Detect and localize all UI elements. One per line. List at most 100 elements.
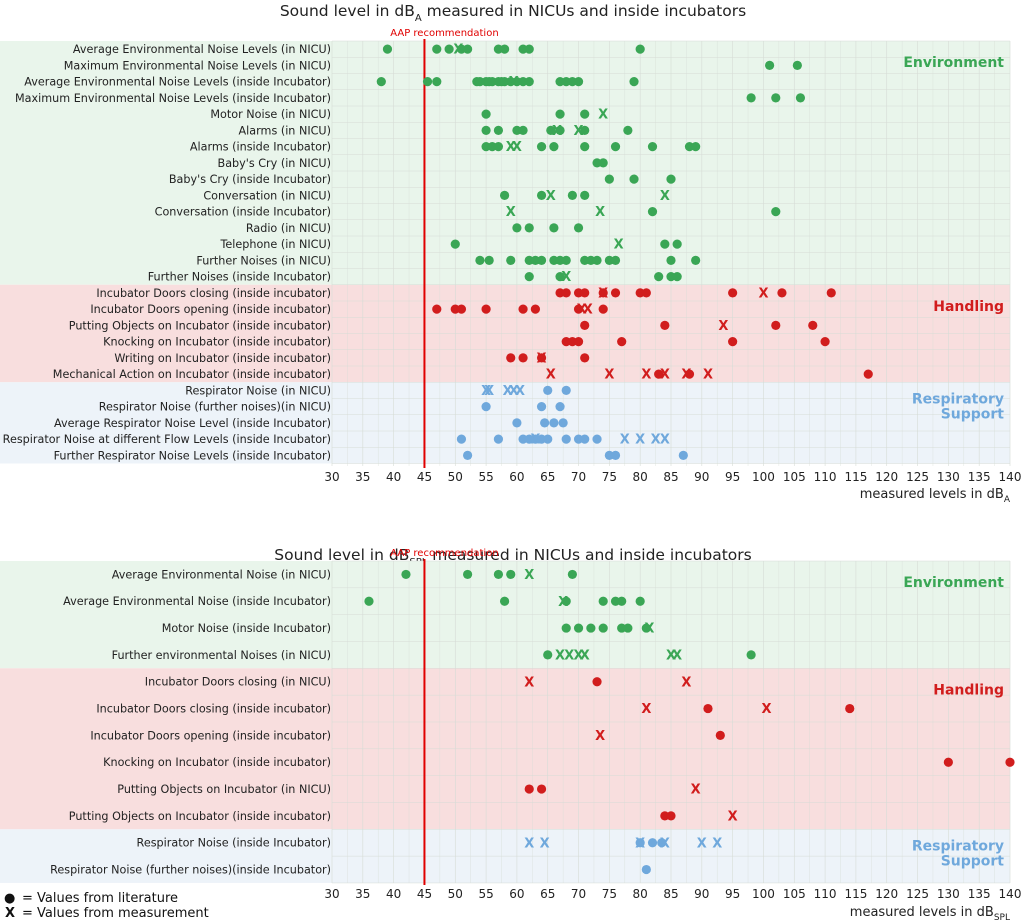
grid-lines bbox=[331, 40, 1011, 466]
x-axis-title-main: measured levels in dB bbox=[860, 487, 1004, 502]
point-measurement: X bbox=[718, 319, 728, 334]
chart-dbspl: Sound level in dB SPL measured in NICUs a… bbox=[0, 546, 1021, 923]
point-measurement: X bbox=[524, 568, 534, 583]
point-literature bbox=[771, 320, 781, 330]
row-baby-s-cry-inside-incubator: Baby's Cry (inside Incubator) bbox=[169, 173, 676, 186]
row-telephone-in-nicu: Telephone (in NICU) X bbox=[219, 238, 682, 253]
point-literature bbox=[549, 418, 559, 428]
point-literature bbox=[573, 623, 584, 633]
point-literature bbox=[580, 288, 590, 298]
x-axis-title: measured levels in dBSPL bbox=[850, 905, 1010, 923]
x-tick-label: 75 bbox=[602, 887, 617, 901]
point-literature bbox=[463, 44, 473, 54]
x-tick-label: 90 bbox=[694, 470, 709, 484]
row-respirator-noise-further-noises-in-nicu: Respirator Noise (further noises)(in NIC… bbox=[99, 401, 565, 414]
point-measurement: X bbox=[641, 368, 651, 383]
row-label: Alarms (in NICU) bbox=[239, 124, 331, 137]
point-literature bbox=[524, 272, 534, 282]
point-literature bbox=[610, 255, 621, 265]
point-measurement: X bbox=[762, 702, 772, 717]
point-literature bbox=[456, 304, 467, 314]
point-literature bbox=[820, 337, 830, 347]
point-literature bbox=[592, 434, 602, 444]
point-measurement: X bbox=[580, 649, 590, 664]
point-literature bbox=[506, 255, 516, 265]
point-measurement: X bbox=[660, 836, 670, 851]
aap-reference-label: AAP recommendation bbox=[390, 548, 498, 559]
point-literature bbox=[546, 125, 556, 135]
row-incubator-doors-closing-inside-incubator: Incubator Doors closing (inside incubato… bbox=[96, 286, 836, 301]
point-literature bbox=[647, 838, 658, 848]
point-literature bbox=[530, 304, 541, 314]
point-measurement: X bbox=[758, 286, 768, 301]
x-tick-label: 100 bbox=[752, 887, 775, 901]
group-label-line: Support bbox=[941, 406, 1005, 422]
point-measurement: X bbox=[561, 270, 571, 285]
legend-x-symbol: X bbox=[5, 906, 15, 921]
point-literature bbox=[536, 142, 547, 152]
point-literature bbox=[635, 44, 645, 54]
point-measurement: X bbox=[644, 622, 654, 637]
x-tick-labels: 30 35 40 45 50 55 60 65 70 75 80 85 90 95 100 105 110 115… bbox=[324, 887, 1021, 901]
point-literature bbox=[863, 369, 873, 379]
x-tick-label: 135 bbox=[968, 887, 991, 901]
x-tick-label: 30 bbox=[324, 887, 339, 901]
chart-title: Sound level in dBSPL measured in NICUs a… bbox=[274, 546, 751, 568]
point-literature bbox=[691, 255, 701, 265]
x-axis-title-main: measured levels in dB bbox=[850, 905, 994, 920]
row-label: Incubator Doors opening (inside incubato… bbox=[90, 729, 331, 742]
point-measurement: X bbox=[660, 368, 670, 383]
row-respirator-noise-at-different-flow-levels-inside-incubator: Respirator Noise at different Flow Level… bbox=[3, 433, 670, 448]
point-literature bbox=[657, 838, 667, 848]
x-tick-label: 70 bbox=[571, 470, 586, 484]
group-label-text: Respiratory Support bbox=[912, 838, 1004, 869]
row-respirator-noise-in-nicu: Respirator Noise (in NICU) XX XXX bbox=[185, 384, 571, 399]
point-measurement: X bbox=[641, 702, 651, 717]
point-literature bbox=[610, 142, 621, 152]
row-putting-objects-on-incubator-inside-incubator: Putting Objects on Incubator (inside inc… bbox=[69, 319, 818, 334]
point-literature bbox=[777, 288, 787, 298]
point-measurement: X bbox=[598, 108, 608, 123]
point-literature bbox=[580, 190, 590, 200]
x-tick-label: 140 bbox=[999, 887, 1022, 901]
x-tick-label: 130 bbox=[937, 470, 960, 484]
point-measurement: X bbox=[635, 433, 645, 448]
point-literature bbox=[617, 337, 627, 347]
point-measurement: X bbox=[577, 303, 587, 318]
point-measurement: X bbox=[506, 205, 516, 220]
point-measurement: X bbox=[598, 286, 608, 301]
point-literature bbox=[555, 125, 565, 135]
row-average-environmental-noise-inside-incubator: Average Environmental Noise (inside Incu… bbox=[63, 595, 645, 610]
x-tick-label: 85 bbox=[663, 470, 678, 484]
point-literature bbox=[518, 125, 528, 135]
chart-title-main: Sound level in dB bbox=[274, 546, 409, 564]
group-label-text: Handling bbox=[933, 682, 1004, 698]
row-incubator-doors-closing-in-nicu: Incubator Doors closing (in NICU) X X bbox=[145, 675, 692, 690]
x-tick-label: 105 bbox=[783, 470, 806, 484]
legend-dot-symbol: ● bbox=[4, 891, 15, 906]
point-measurement: X bbox=[540, 836, 550, 851]
row-further-respirator-noise-levels-inside-incubator: Further Respirator Noise Levels (inside … bbox=[54, 449, 688, 462]
point-literature bbox=[746, 93, 756, 103]
point-literature bbox=[512, 418, 522, 428]
point-literature bbox=[364, 596, 374, 606]
point-literature bbox=[598, 158, 608, 168]
row-label: Average Environmental Noise (inside Incu… bbox=[63, 595, 331, 608]
x-tick-label: 135 bbox=[968, 470, 991, 484]
point-literature bbox=[845, 703, 855, 714]
row-label: Average Environmental Noise (in NICU) bbox=[112, 568, 331, 581]
point-literature bbox=[536, 255, 547, 265]
point-literature bbox=[647, 207, 658, 217]
point-measurement: X bbox=[574, 124, 584, 139]
point-measurement: X bbox=[558, 595, 568, 610]
row-label: Respirator Noise (in NICU) bbox=[185, 384, 331, 397]
point-literature bbox=[598, 623, 608, 633]
row-putting-objects-on-incubator-in-nicu: Putting Objects on Incubator (in NICU) X bbox=[117, 783, 700, 798]
point-literature bbox=[598, 288, 608, 298]
point-literature bbox=[432, 77, 442, 87]
x-tick-label: 80 bbox=[633, 887, 648, 901]
point-measurement: X bbox=[524, 836, 534, 851]
row-label: Motor Noise (inside Incubator) bbox=[162, 622, 331, 635]
